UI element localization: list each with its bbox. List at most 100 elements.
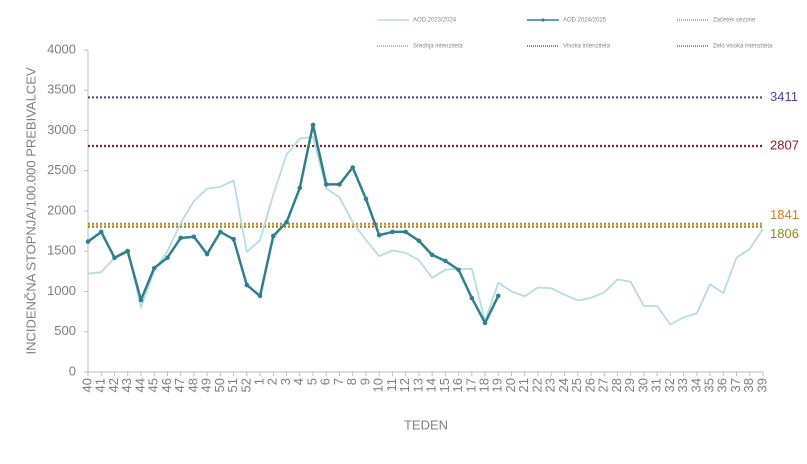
x-tick-label: 20 (503, 378, 518, 392)
x-tick-label: 38 (741, 378, 756, 392)
y-tick-label: 3000 (47, 122, 76, 137)
point (257, 293, 263, 299)
x-tick-label: 52 (238, 378, 253, 392)
legend-marker (541, 18, 545, 22)
x-tick-label: 39 (754, 378, 769, 392)
x-tick-label: 41 (93, 378, 108, 392)
y-tick-label: 1500 (47, 243, 76, 258)
x-tick-label: 15 (437, 378, 452, 392)
x-tick-label: 34 (688, 378, 703, 392)
point (310, 122, 316, 128)
x-tick-label: 26 (582, 378, 597, 392)
x-tick-label: 10 (371, 378, 386, 392)
x-tick-label: 37 (728, 378, 743, 392)
x-tick-label: 5 (304, 378, 319, 385)
point (125, 248, 131, 254)
point (112, 255, 117, 260)
point (165, 255, 170, 260)
point (297, 185, 303, 191)
reference-label: 1806 (770, 226, 799, 241)
x-tick-label: 8 (344, 378, 359, 385)
x-tick-label: 23 (543, 378, 558, 392)
point (178, 235, 183, 241)
y-tick-label: 2000 (47, 202, 76, 217)
x-tick-label: 48 (185, 378, 200, 392)
point (429, 252, 435, 258)
x-tick-label: 1 (251, 378, 266, 385)
legend-label: Srednja intenziteta (413, 44, 463, 50)
point (231, 236, 236, 242)
x-tick-label: 21 (516, 378, 531, 392)
y-tick-label: 1000 (47, 283, 76, 298)
point (350, 165, 356, 170)
x-tick-label: 13 (410, 378, 425, 392)
point (151, 265, 157, 271)
x-tick-label: 6 (318, 378, 333, 385)
x-tick-label: 45 (146, 378, 161, 392)
legend-label: AOD 2024/2025 (563, 18, 607, 24)
x-tick-label: 51 (225, 378, 240, 392)
point (456, 267, 461, 273)
point (495, 293, 501, 299)
x-tick-label: 14 (424, 378, 439, 392)
point (244, 282, 250, 288)
legend-label: AOD 2023/2024 (413, 18, 457, 24)
legend-label: Zelo visoka intenziteta (713, 44, 773, 50)
x-tick-label: 47 (172, 378, 187, 392)
reference-label: 3411 (770, 89, 798, 104)
x-tick-label: 7 (331, 378, 346, 385)
x-tick-label: 32 (662, 378, 677, 392)
legend-label: Visoka intenziteta (563, 44, 611, 50)
y-tick-label: 2500 (47, 162, 76, 177)
point (191, 234, 197, 240)
x-tick-label: 28 (609, 378, 624, 392)
x-tick-label: 2 (265, 378, 280, 385)
x-tick-label: 11 (384, 378, 399, 392)
x-tick-label: 27 (596, 378, 611, 392)
x-tick-label: 18 (476, 378, 491, 392)
x-tick-label: 29 (622, 378, 637, 392)
point (85, 239, 91, 244)
point (376, 232, 382, 238)
point (416, 238, 422, 244)
point (403, 229, 408, 235)
x-tick-label: 12 (397, 378, 412, 392)
x-tick-label: 24 (556, 378, 571, 392)
series-line (87, 123, 500, 325)
x-axis-label: TEDEN (404, 417, 448, 432)
point (469, 295, 475, 301)
x-tick-label: 36 (715, 378, 730, 392)
reference-label: 1841 (770, 207, 799, 222)
point (323, 182, 329, 187)
x-tick-label: 9 (357, 378, 372, 385)
y-axis-label: INCIDENČNA STOPNJA/100.000 PREBIVALCEV (23, 67, 38, 354)
x-tick-label: 40 (79, 378, 94, 392)
reference-label: 2807 (770, 137, 799, 152)
y-tick-label: 500 (54, 323, 76, 338)
x-tick-label: 30 (635, 378, 650, 392)
point (270, 233, 276, 239)
y-tick-label: 3500 (47, 82, 76, 97)
x-tick-label: 31 (649, 378, 664, 392)
series-line (87, 136, 764, 326)
point (443, 258, 448, 264)
point (98, 229, 104, 235)
y-tick-label: 0 (69, 363, 76, 378)
x-tick-label: 4 (291, 378, 306, 385)
y-tick-label: 4000 (47, 41, 76, 56)
x-tick-label: 19 (490, 378, 505, 392)
point (482, 320, 488, 326)
x-tick-label: 22 (529, 378, 544, 392)
x-tick-label: 3 (278, 378, 293, 385)
x-tick-label: 44 (132, 378, 147, 392)
x-tick-label: 33 (675, 378, 690, 392)
x-tick-label: 16 (450, 378, 465, 392)
point (363, 196, 369, 202)
x-tick-label: 49 (199, 378, 214, 392)
x-tick-label: 25 (569, 378, 584, 392)
x-tick-label: 50 (212, 378, 227, 392)
x-tick-label: 43 (119, 378, 134, 392)
x-tick-label: 42 (106, 378, 121, 392)
legend-label: Začetek sezone (713, 18, 756, 24)
